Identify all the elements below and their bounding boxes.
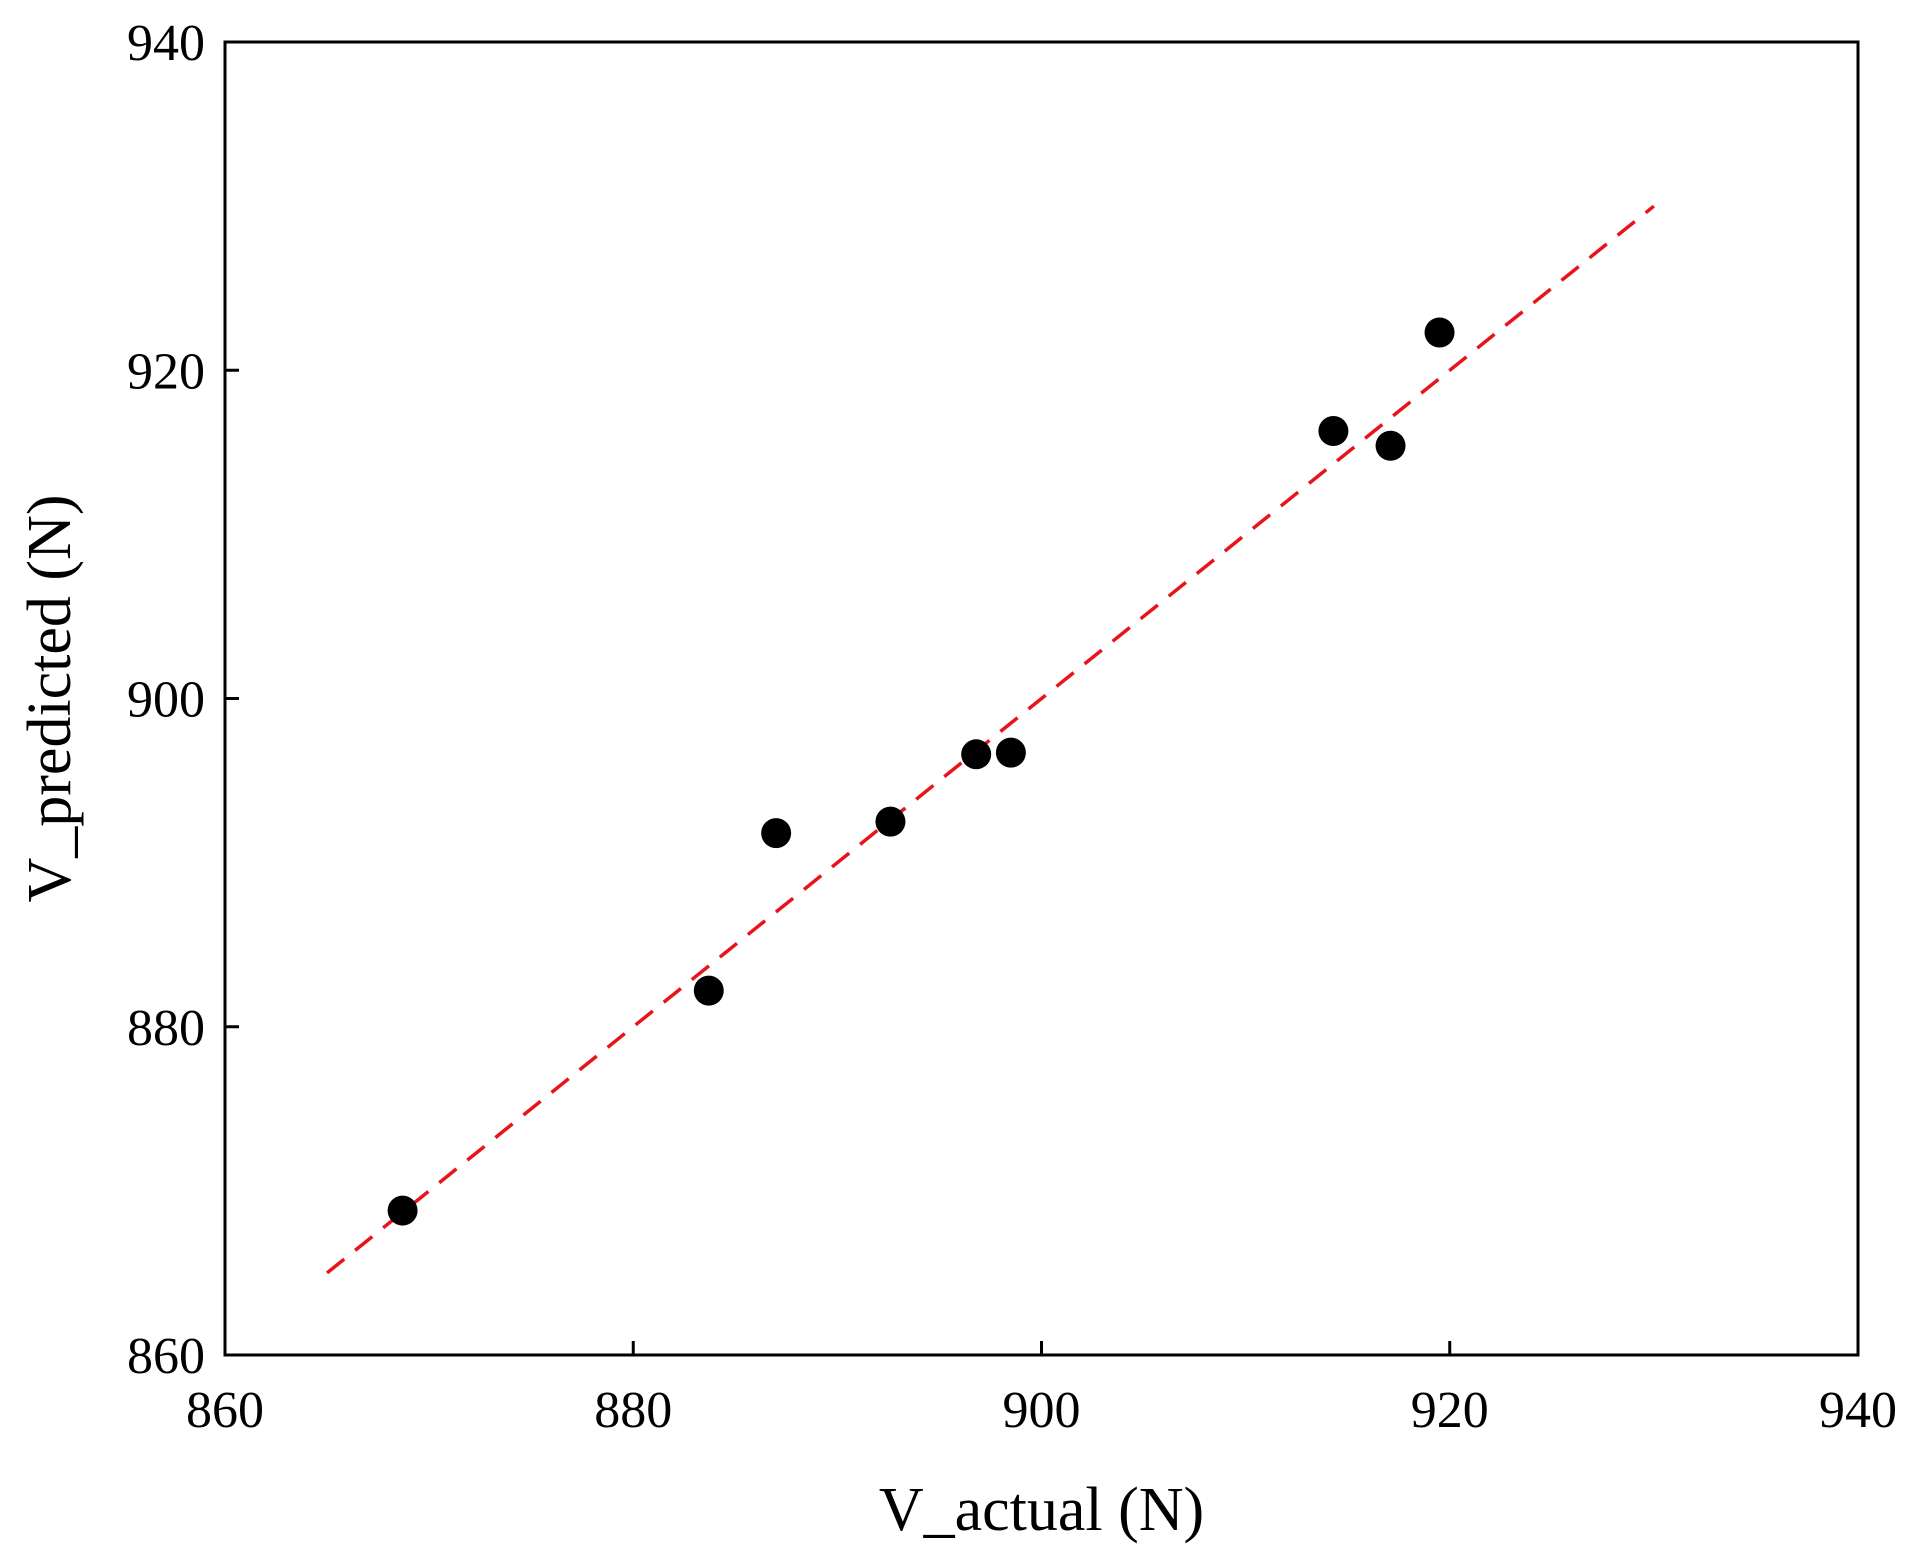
- x-tick-label: 940: [1819, 1382, 1897, 1439]
- data-point: [995, 737, 1026, 768]
- data-point: [693, 975, 724, 1006]
- y-tick-label: 860: [127, 1328, 205, 1385]
- data-point: [387, 1195, 418, 1226]
- x-tick-label: 920: [1411, 1382, 1489, 1439]
- x-tick-label: 900: [1003, 1382, 1081, 1439]
- y-axis-title: V_predicted (N): [16, 495, 84, 903]
- x-tick-label: 880: [594, 1382, 672, 1439]
- y-tick-label: 880: [127, 1000, 205, 1057]
- data-point: [961, 739, 992, 770]
- data-points-layer: [387, 317, 1455, 1226]
- y-axis-ticks: 860 880 900 920 940: [127, 15, 239, 1385]
- reference-line: [325, 204, 1655, 1275]
- data-point: [1318, 415, 1349, 446]
- y-tick-label: 900: [127, 672, 205, 729]
- y-tick-label: 920: [127, 343, 205, 400]
- data-point: [1424, 317, 1455, 348]
- x-tick-label: 860: [186, 1382, 264, 1439]
- x-axis-title: V_actual (N): [879, 1476, 1204, 1544]
- data-point: [1375, 430, 1406, 461]
- x-axis-ticks: 860 880 900 920 940: [186, 1341, 1897, 1439]
- data-point: [761, 818, 792, 849]
- reference-line-layer: [325, 204, 1655, 1275]
- data-point: [875, 806, 906, 837]
- y-tick-label: 940: [127, 15, 205, 72]
